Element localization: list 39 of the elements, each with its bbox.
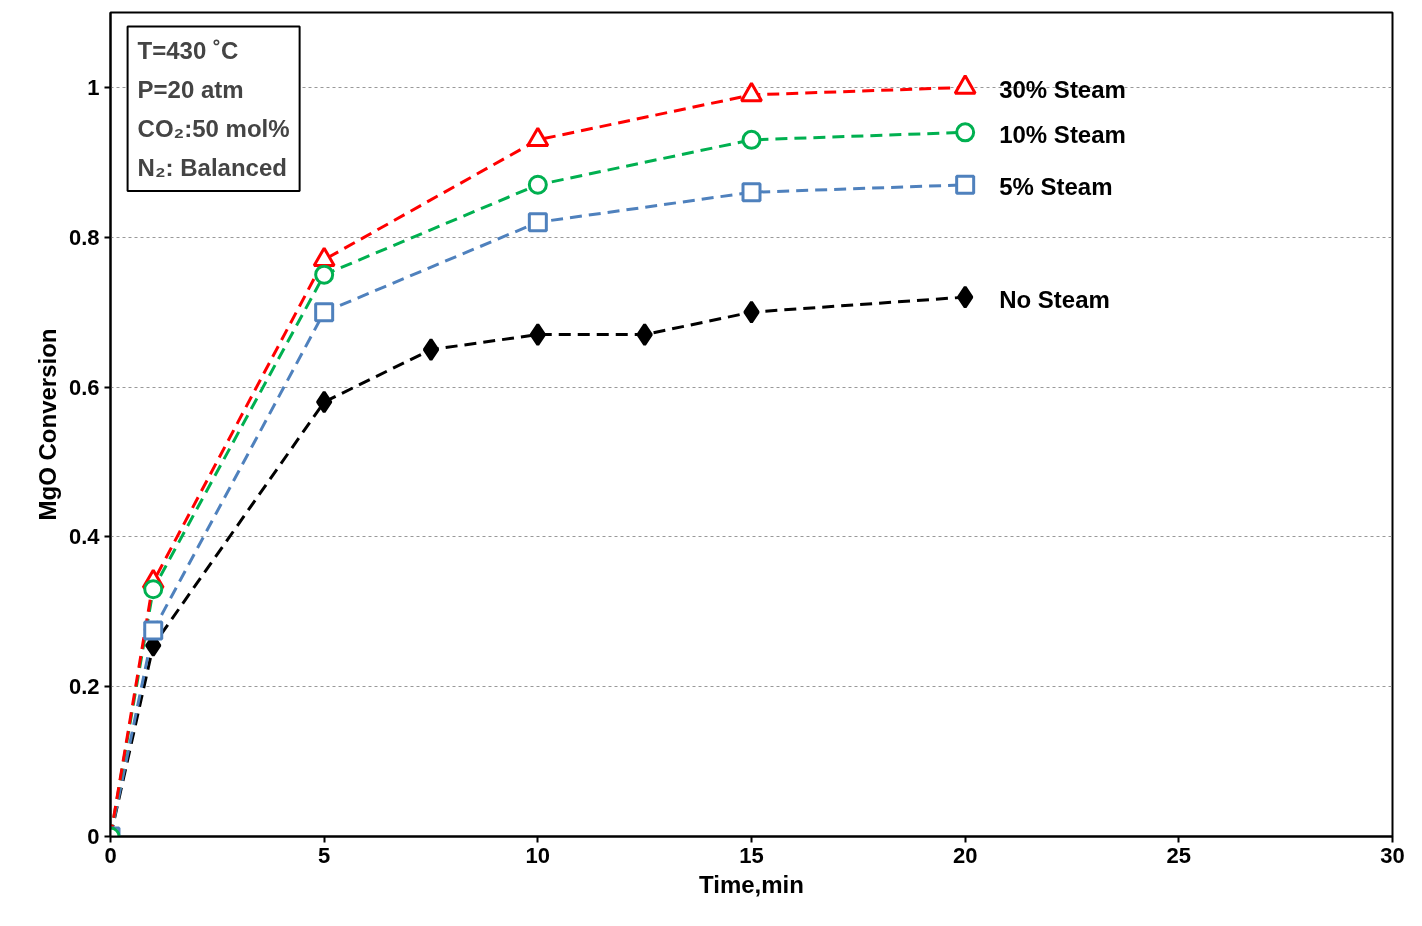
point [143,620,164,641]
annotation: P=20 atm [137,75,244,103]
point [422,338,440,362]
y-tick-label: 1 [87,74,100,100]
y-tick-label: 0.2 [68,674,100,700]
annotation: T=430 ˚C [137,36,239,64]
point [143,579,164,600]
x-tick-label: 30 [1380,842,1405,868]
x-tick-label: 10 [525,842,551,868]
y-tick-label: 0 [87,824,100,849]
x-tick-label: 20 [952,842,978,868]
series-label: 30% Steam [999,75,1126,103]
point [743,300,760,324]
point [527,212,548,233]
x-tick-label: 15 [739,842,764,868]
y-tick-label: 0.6 [68,374,100,400]
point [529,323,546,347]
point [314,302,335,323]
y-tick-label: 0.8 [68,224,100,250]
point [527,174,548,195]
point [316,390,333,414]
x-axis-title: Time,min [699,870,804,898]
annotation: CO₂:50 mol% [137,114,290,142]
x-tick-label: 5 [318,842,331,868]
point [955,122,976,143]
point [741,182,762,203]
x-tick-label: 0 [104,842,117,868]
series-label: No Steam [999,285,1110,313]
annotation: N₂: Balanced [137,153,287,181]
point [741,129,762,150]
x-tick-label: 25 [1166,842,1192,868]
series-label: 5% Steam [999,173,1113,201]
y-axis-title: MgO Conversion [33,328,61,521]
series-label: 10% Steam [999,120,1126,148]
y-tick-label: 0.4 [68,524,101,550]
point [314,264,335,285]
point [957,285,974,309]
point [636,323,653,347]
point [955,174,976,195]
